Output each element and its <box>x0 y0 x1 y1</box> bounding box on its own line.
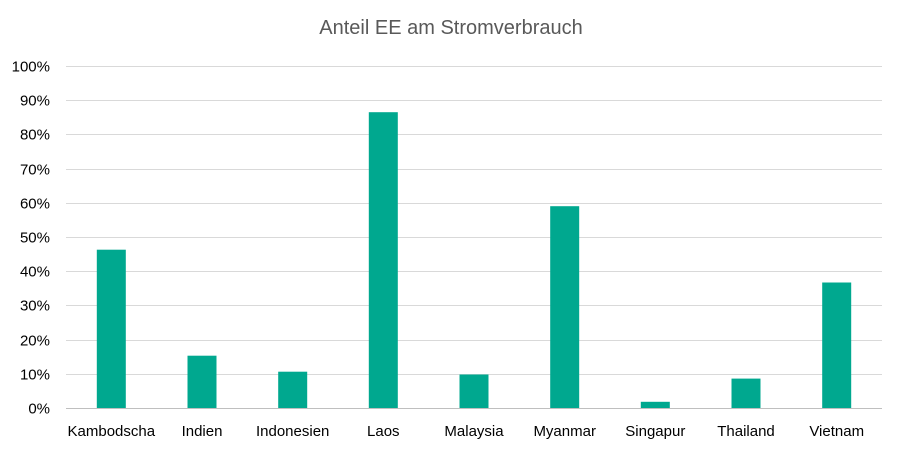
x-tick-label: Malaysia <box>444 423 504 440</box>
y-tick-label: 50% <box>20 230 50 247</box>
x-tick-label: Indonesien <box>256 423 329 440</box>
y-tick-label: 60% <box>20 196 50 213</box>
y-axis-tick-labels: 0% 10% 20% 30% 40% 50% 60% 70% 80% 90% 100% <box>12 59 50 418</box>
y-tick-label: 20% <box>20 333 50 350</box>
y-tick-label: 90% <box>20 93 50 110</box>
bar-kambodscha <box>96 249 126 408</box>
bars <box>96 112 852 408</box>
x-tick-label: Thailand <box>717 423 775 440</box>
x-tick-label: Indien <box>182 423 223 440</box>
x-tick-label: Singapur <box>625 423 685 440</box>
y-tick-label: 100% <box>12 59 50 76</box>
bar-thailand <box>731 378 761 408</box>
y-tick-label: 30% <box>20 298 50 315</box>
bar-malaysia <box>459 374 489 408</box>
y-tick-label: 0% <box>28 401 50 418</box>
y-tick-label: 70% <box>20 162 50 179</box>
y-tick-label: 80% <box>20 127 50 144</box>
bar-myanmar <box>550 206 580 408</box>
y-tick-label: 10% <box>20 367 50 384</box>
x-tick-label: Vietnam <box>809 423 864 440</box>
y-tick-label: 40% <box>20 264 50 281</box>
gridlines <box>66 66 882 375</box>
x-axis-tick-labels: Kambodscha Indien Indonesien Laos Malaysia My… <box>68 423 865 440</box>
bar-indonesien <box>278 371 308 408</box>
bar-vietnam <box>822 282 852 408</box>
x-tick-label: Kambodscha <box>68 423 156 440</box>
bar-singapur <box>640 401 670 408</box>
bar-laos <box>368 112 398 408</box>
x-tick-label: Myanmar <box>533 423 596 440</box>
bar-indien <box>187 355 217 408</box>
chart-title: Anteil EE am Stromverbrauch <box>319 17 582 39</box>
x-tick-label: Laos <box>367 423 400 440</box>
